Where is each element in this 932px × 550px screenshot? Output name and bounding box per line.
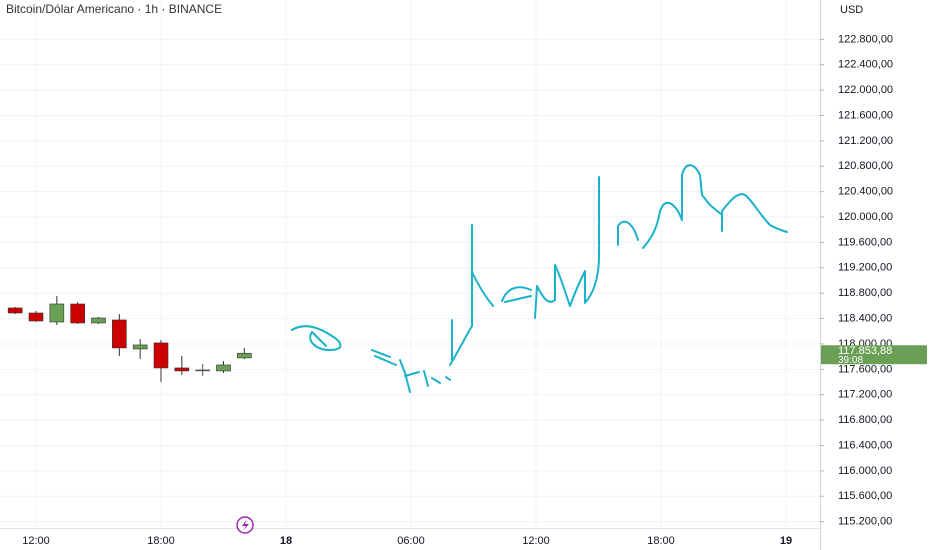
candle-body [174,367,190,372]
candle-body [153,342,169,369]
candle-body [216,364,231,372]
y-tick-label: 115.200,00 [838,516,892,528]
drawing [291,325,342,351]
candles [7,295,252,382]
y-tick-label: 117.600,00 [838,363,892,375]
y-tick-label: 118.400,00 [838,312,892,324]
candle-body [195,369,210,372]
drawing [371,349,451,393]
candle-body [237,352,252,359]
candle-body [112,319,127,349]
y-tick-label: 115.600,00 [838,490,892,502]
grid [0,0,820,528]
y-tick-label: 119.600,00 [838,236,892,248]
y-tick-label: 120.800,00 [838,160,893,172]
price-axis: 122.800,00 122.400,00 122.000,00 121.600,00… [820,33,893,528]
chart-title: Bitcoin/Dólar Americano · 1h · BINANCE [6,2,222,16]
y-tick-label: 122.400,00 [838,59,893,71]
y-tick-label: 122.800,00 [838,33,893,45]
y-tick-label: 122.000,00 [838,84,893,96]
y-tick-label: 116.000,00 [838,465,892,477]
x-tick-label: 18 [280,535,292,547]
drawing [449,164,788,366]
y-tick-label: 120.400,00 [838,186,893,198]
candle-body [49,303,65,323]
y-tick-label: 121.600,00 [838,109,893,121]
y-tick-label: 116.800,00 [838,414,892,426]
last-price-label: 117.853,88 [838,345,892,357]
candle-body [70,303,85,324]
x-tick-label: 06:00 [397,535,425,547]
x-tick-label: 18:00 [647,535,675,547]
candle-body [132,344,148,350]
y-tick-label: 121.200,00 [838,135,893,147]
y-tick-label: 117.200,00 [838,389,892,401]
candle-body [28,312,44,322]
x-tick-label: 18:00 [147,535,175,547]
y-tick-label: 116.400,00 [838,439,892,451]
x-tick-label: 12:00 [22,535,50,547]
candle-body [7,307,23,314]
y-tick-label: 119.200,00 [838,262,892,274]
currency-label: USD [840,4,863,16]
lightning-icon [242,519,249,531]
drawings [291,164,788,393]
last-price-box [821,345,927,365]
countdown-label: 39:08 [838,355,863,366]
x-tick-label: 12:00 [522,535,550,547]
x-tick-label: 19 [780,535,792,547]
y-tick-label: 118.800,00 [838,287,892,299]
y-tick-label: 120.000,00 [838,211,893,223]
candle-body [91,317,106,324]
